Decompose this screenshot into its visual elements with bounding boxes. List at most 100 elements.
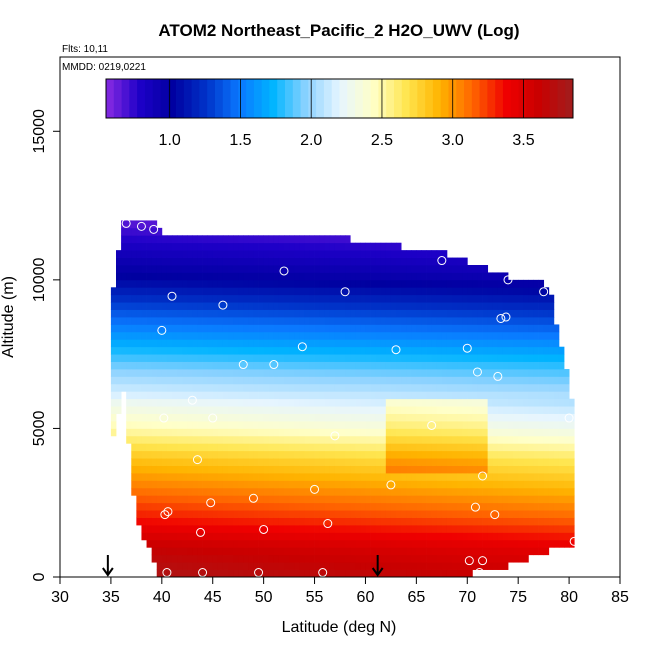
heatmap-cell [508, 317, 514, 325]
heatmap-cell [212, 458, 219, 466]
heatmap-cell [487, 309, 494, 318]
heatmap-cell [421, 250, 427, 258]
heatmap-cell [228, 443, 234, 452]
heatmap-cell [131, 398, 137, 407]
heatmap-cell [172, 265, 178, 273]
heatmap-cell [467, 465, 473, 474]
heatmap-cell [401, 250, 407, 258]
heatmap-cell [406, 443, 412, 452]
heatmap-cell [329, 539, 336, 548]
heatmap-cell [513, 510, 519, 518]
heatmap-cell [278, 510, 285, 518]
heatmap-cell [131, 465, 137, 474]
heatmap-cell [182, 458, 188, 466]
heatmap-cell [319, 324, 326, 333]
dates-label: MMDD: 0219,0221 [62, 62, 146, 73]
heatmap-cell [370, 532, 377, 541]
heatmap-cell [161, 502, 168, 511]
heatmap-cell [558, 539, 565, 548]
heatmap-cell [345, 302, 351, 310]
heatmap-cell [187, 428, 193, 437]
heatmap-cell [146, 242, 153, 251]
heatmap-cell [375, 354, 382, 362]
heatmap-cell [253, 406, 259, 414]
heatmap-cell [350, 458, 356, 466]
heatmap-cell [258, 539, 265, 548]
heatmap-cell [156, 517, 163, 526]
heatmap-cell [284, 287, 290, 296]
heatmap-cell [365, 510, 371, 518]
heatmap-cell [462, 346, 468, 355]
heatmap-cell [202, 391, 209, 400]
heatmap-cell [533, 302, 539, 310]
heatmap-cell [187, 302, 193, 310]
heatmap-cell [278, 309, 285, 318]
heatmap-cell [304, 279, 310, 288]
heatmap-cell [263, 391, 270, 400]
heatmap-cell [497, 317, 504, 325]
heatmap-cell [508, 547, 514, 556]
colorbar-tick-label: 2.0 [300, 132, 322, 149]
heatmap-cell [446, 339, 453, 348]
heatmap-cell [334, 369, 341, 377]
heatmap-cell [411, 510, 417, 518]
heatmap-cell [319, 502, 326, 511]
heatmap-cell [121, 331, 127, 340]
heatmap-cell [385, 532, 392, 541]
colorbar-tick-label: 3.5 [512, 132, 534, 149]
heatmap-cell [508, 554, 514, 563]
heatmap-cell [518, 480, 524, 489]
heatmap-cell [477, 539, 483, 548]
heatmap-cell [263, 554, 270, 563]
heatmap-cell [467, 331, 473, 340]
observation-point [187, 395, 197, 405]
heatmap-cell [284, 331, 290, 340]
heatmap-cell [233, 346, 239, 355]
heatmap-cell [284, 465, 290, 474]
heatmap-cell [411, 539, 417, 548]
heatmap-cell [202, 339, 209, 348]
heatmap-cell [416, 294, 422, 303]
heatmap-cell [365, 450, 371, 459]
heatmap-cell [528, 480, 534, 489]
heatmap-cell [253, 383, 259, 392]
heatmap-cell [401, 495, 407, 504]
heatmap-cell [390, 421, 397, 429]
heatmap-cell [329, 532, 336, 541]
heatmap-cell [319, 369, 326, 377]
heatmap-cell [141, 428, 147, 437]
heatmap-cell [258, 487, 265, 496]
heatmap-cell [243, 361, 249, 370]
heatmap-cell [543, 413, 550, 422]
heatmap-cell [146, 317, 153, 325]
heatmap-cell [243, 279, 249, 288]
heatmap-cell [518, 554, 524, 563]
heatmap-cell [217, 250, 224, 258]
heatmap-cell [309, 309, 315, 318]
chart-title: ATOM2 Northeast_Pacific_2 H2O_UWV (Log) [158, 21, 519, 40]
heatmap-cell [334, 480, 341, 489]
observation-point [192, 455, 202, 465]
heatmap-cell [172, 294, 178, 303]
heatmap-cell [156, 443, 163, 452]
heatmap-cell [421, 406, 427, 414]
heatmap-cell [472, 562, 478, 570]
heatmap-cell [385, 354, 392, 362]
heatmap-cell [436, 250, 443, 258]
heatmap-cell [365, 495, 371, 504]
heatmap-cell [487, 525, 494, 533]
heatmap-cell [355, 487, 361, 496]
flight-arrows [102, 555, 384, 577]
heatmap-cell [263, 331, 270, 340]
heatmap-cell [238, 487, 244, 496]
heatmap-cell [258, 391, 265, 400]
heatmap-cell [396, 473, 402, 481]
heatmap-cell [217, 569, 224, 577]
heatmap-cell [390, 317, 397, 325]
heatmap-cell [446, 421, 453, 429]
heatmap-cell [146, 413, 153, 422]
heatmap-cell [116, 265, 122, 273]
y-axis-label: Altitude (m) [0, 276, 17, 358]
heatmap-cell [172, 279, 178, 288]
heatmap-cell [421, 480, 427, 489]
